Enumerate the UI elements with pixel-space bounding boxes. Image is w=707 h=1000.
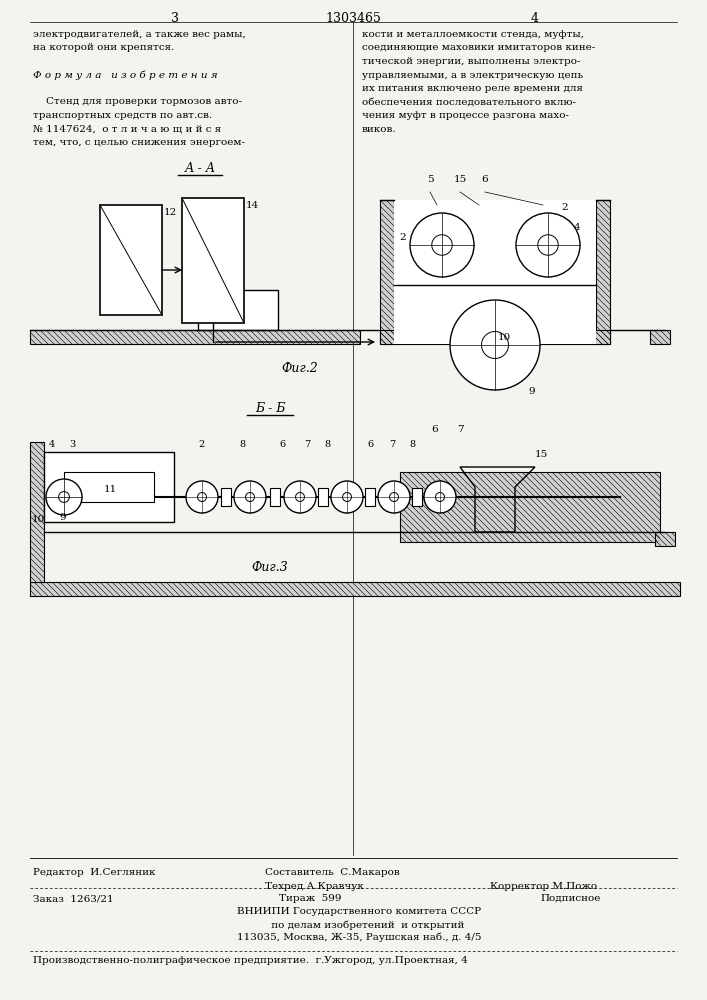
Circle shape: [378, 481, 410, 513]
Circle shape: [390, 493, 399, 501]
Text: управляемыми, а в электрическую цепь: управляемыми, а в электрическую цепь: [362, 70, 583, 80]
Bar: [30, 330, 360, 344]
Bar: [318, 488, 328, 506]
Bar: [221, 488, 231, 506]
Text: 9: 9: [528, 387, 534, 396]
Text: 7: 7: [389, 440, 395, 449]
Bar: [182, 198, 244, 323]
Text: 5: 5: [427, 175, 433, 184]
Circle shape: [296, 493, 305, 501]
Circle shape: [516, 213, 580, 277]
Circle shape: [284, 481, 316, 513]
Text: 7: 7: [457, 425, 463, 434]
Circle shape: [432, 235, 452, 255]
Bar: [400, 472, 660, 542]
Bar: [380, 200, 394, 344]
Text: 113035, Москва, Ж-35, Раушская наб., д. 4/5: 113035, Москва, Ж-35, Раушская наб., д. …: [224, 933, 481, 942]
Circle shape: [538, 235, 559, 255]
Circle shape: [410, 213, 474, 277]
Text: 1303465: 1303465: [325, 12, 381, 25]
Bar: [30, 442, 44, 582]
Bar: [198, 290, 278, 330]
Circle shape: [197, 493, 206, 501]
Text: Б - Б: Б - Б: [255, 402, 285, 415]
Text: 6: 6: [481, 175, 489, 184]
Circle shape: [450, 300, 540, 390]
Bar: [44, 452, 174, 522]
Text: 3: 3: [69, 440, 75, 449]
Text: Фиг.2: Фиг.2: [281, 362, 318, 375]
Text: Ф о р м у л а   и з о б р е т е н и я: Ф о р м у л а и з о б р е т е н и я: [33, 70, 218, 80]
Text: 2: 2: [561, 203, 568, 212]
Circle shape: [342, 493, 351, 501]
Text: чения муфт в процессе разгона махо-: чения муфт в процессе разгона махо-: [362, 111, 569, 120]
Text: 8: 8: [239, 440, 245, 449]
Circle shape: [234, 481, 266, 513]
Text: 10: 10: [498, 333, 511, 342]
Text: Стенд для проверки тормозов авто-: Стенд для проверки тормозов авто-: [33, 98, 242, 106]
Text: Редактор  И.Сегляник: Редактор И.Сегляник: [33, 868, 156, 877]
Text: 12: 12: [164, 208, 177, 217]
Text: 15: 15: [535, 450, 548, 459]
Text: их питания включено реле времени для: их питания включено реле времени для: [362, 84, 583, 93]
Circle shape: [331, 481, 363, 513]
Circle shape: [481, 332, 508, 359]
Text: 6: 6: [279, 440, 285, 449]
Text: 3: 3: [171, 12, 179, 25]
Text: Производственно-полиграфическое предприятие.  г.Ужгород, ул.Проектная, 4: Производственно-полиграфическое предприя…: [33, 956, 468, 965]
Bar: [365, 488, 375, 506]
Bar: [596, 200, 610, 344]
Text: тической энергии, выполнены электро-: тической энергии, выполнены электро-: [362, 57, 580, 66]
Text: 4: 4: [49, 440, 55, 449]
Text: 11: 11: [104, 485, 117, 494]
Circle shape: [424, 481, 456, 513]
Text: электродвигателей, а также вес рамы,: электродвигателей, а также вес рамы,: [33, 30, 246, 39]
Text: ВНИИПИ Государственного комитета СССР: ВНИИПИ Государственного комитета СССР: [224, 907, 481, 916]
Circle shape: [436, 493, 445, 501]
Text: обеспечения последовательного вклю-: обеспечения последовательного вклю-: [362, 98, 576, 106]
Text: 6: 6: [432, 425, 438, 434]
Text: Заказ  1263/21: Заказ 1263/21: [33, 894, 114, 903]
Text: кости и металлоемкости стенда, муфты,: кости и металлоемкости стенда, муфты,: [362, 30, 584, 39]
Bar: [64, 472, 154, 502]
Text: 10: 10: [32, 515, 45, 524]
Text: 8: 8: [409, 440, 415, 449]
Circle shape: [245, 493, 255, 501]
Text: 9: 9: [59, 513, 66, 522]
Text: Тираж  599: Тираж 599: [279, 894, 341, 903]
Text: Корректор М.Пожо: Корректор М.Пожо: [490, 882, 597, 891]
Circle shape: [59, 492, 69, 502]
Bar: [380, 330, 610, 344]
Text: на которой они крепятся.: на которой они крепятся.: [33, 43, 175, 52]
Bar: [394, 200, 596, 344]
Text: 6: 6: [367, 440, 373, 449]
Text: 14: 14: [246, 201, 259, 210]
Circle shape: [186, 481, 218, 513]
Text: транспортных средств по авт.св.: транспортных средств по авт.св.: [33, 111, 212, 120]
Text: 2: 2: [399, 233, 406, 242]
Text: Техред А.Кравчук: Техред А.Кравчук: [265, 882, 364, 891]
Text: 15: 15: [453, 175, 467, 184]
Bar: [100, 205, 162, 315]
Text: Подписное: Подписное: [540, 894, 600, 903]
Text: тем, что, с целью снижения энергоем-: тем, что, с целью снижения энергоем-: [33, 138, 245, 147]
Text: 8: 8: [324, 440, 330, 449]
Bar: [655, 532, 675, 546]
Text: 7: 7: [304, 440, 310, 449]
Text: виков.: виков.: [362, 124, 397, 133]
Text: А - А: А - А: [185, 162, 216, 175]
Text: Составитель  С.Макаров: Составитель С.Макаров: [265, 868, 399, 877]
Text: соединяющие маховики имитаторов кине-: соединяющие маховики имитаторов кине-: [362, 43, 595, 52]
Text: 2: 2: [199, 440, 205, 449]
Bar: [650, 330, 670, 344]
Text: по делам изобретений  и открытий: по делам изобретений и открытий: [242, 920, 464, 930]
Bar: [412, 488, 422, 506]
Text: Фиг.3: Фиг.3: [252, 561, 288, 574]
Circle shape: [46, 479, 82, 515]
Text: 4: 4: [574, 223, 580, 232]
Bar: [270, 488, 280, 506]
Bar: [30, 582, 680, 596]
Text: № 1147624,  о т л и ч а ю щ и й с я: № 1147624, о т л и ч а ю щ и й с я: [33, 124, 221, 133]
Text: 4: 4: [531, 12, 539, 25]
